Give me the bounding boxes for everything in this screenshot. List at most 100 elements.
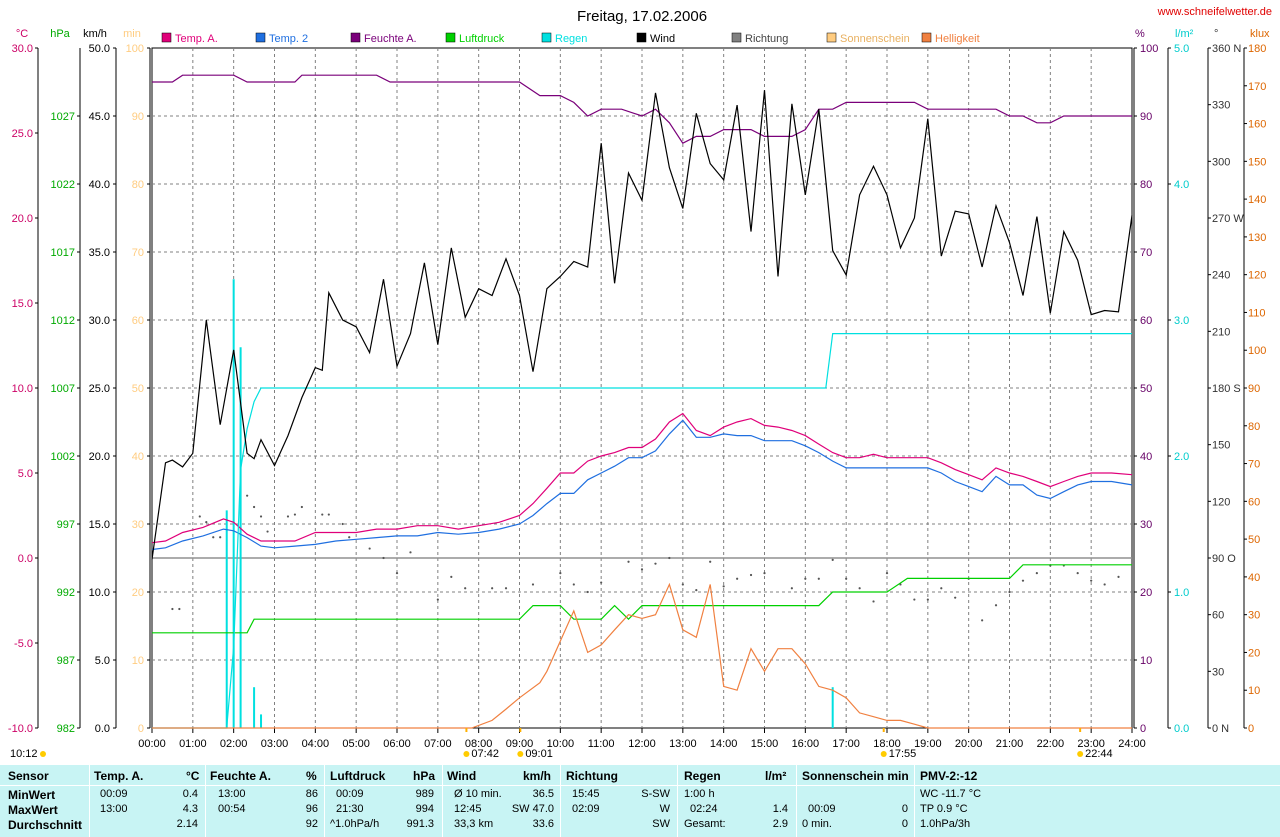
- x-tick-label: 05:00: [342, 738, 370, 750]
- weather-chart: Freitag, 17.02.2006 www.schneifelwetter.…: [8, 6, 1272, 760]
- pressure-tick-label: 1012: [51, 315, 75, 327]
- temp-tick-label: -5.0: [14, 638, 33, 650]
- pressure-unit: hPa: [413, 769, 436, 783]
- humidity-tick-label: 50: [1140, 383, 1152, 395]
- direction-tick-label: 270 W: [1212, 213, 1244, 225]
- x-tick-label: 24:00: [1118, 738, 1146, 750]
- pressure-tick-label: 1007: [51, 383, 75, 395]
- legend-swatch: [541, 32, 552, 43]
- brightness-axis-unit: klux: [1250, 28, 1270, 40]
- sunshine-axis-unit: min: [123, 28, 141, 40]
- sunshine-tick-label: 90: [132, 111, 144, 123]
- humidity-tick-label: 60: [1140, 315, 1152, 327]
- direction-point: [981, 619, 984, 622]
- pmv-title: PMV-2:-12: [920, 769, 978, 783]
- humidity-tick-label: 40: [1140, 451, 1152, 463]
- x-tick-label: 19:00: [914, 738, 942, 750]
- direction-point: [722, 585, 725, 588]
- pmv-dewpoint: TP 0.9 °C: [920, 803, 968, 815]
- legend-swatch: [255, 32, 266, 43]
- direction-point: [252, 505, 256, 509]
- header-divider: [0, 785, 1280, 786]
- site-url[interactable]: www.schneifelwetter.de: [1157, 6, 1272, 18]
- direction-point: [450, 575, 453, 578]
- direction-point: [286, 515, 290, 518]
- rain-tick-label: 2.0: [1174, 451, 1189, 463]
- pmv-pressure-trend: 1.0hPa/3h: [920, 818, 971, 830]
- humidity-max-value: 96: [305, 803, 318, 815]
- x-tick-label: 17:00: [832, 738, 860, 750]
- direction-title: Richtung: [566, 769, 618, 783]
- rain-unit: l/m²: [765, 769, 787, 783]
- direction-point: [464, 587, 467, 590]
- direction-point: [885, 572, 889, 575]
- direction-point: [831, 558, 834, 561]
- x-tick-label: 22:00: [1037, 738, 1065, 750]
- direction-point: [321, 513, 324, 516]
- direction-tick-label: 330: [1212, 100, 1230, 112]
- legend-label: Wind: [650, 33, 675, 45]
- x-tick-label: 20:00: [955, 738, 983, 750]
- moon-time: 22:44: [1085, 748, 1113, 760]
- row-label-sensor: Sensor: [8, 769, 49, 783]
- direction-axis-unit: °: [1214, 28, 1218, 40]
- temp-tick-label: 5.0: [18, 468, 33, 480]
- column-divider: [677, 765, 678, 837]
- direction-r2-time: 02:09: [572, 803, 600, 815]
- humidity-tick-label: 80: [1140, 179, 1152, 191]
- x-tick-label: 08:00: [465, 738, 493, 750]
- direction-point: [178, 607, 181, 611]
- humidity-title: Feuchte A.: [210, 769, 271, 783]
- sunshine-tick-label: 10: [132, 655, 144, 667]
- legend-swatch: [826, 32, 837, 43]
- wind-title: Wind: [447, 769, 477, 783]
- wind-unit: km/h: [523, 769, 552, 783]
- temp-tick-label: -10.0: [8, 723, 33, 735]
- direction-point: [804, 577, 807, 580]
- direction-r2-value: W: [659, 803, 670, 815]
- brightness-tick-label: 90: [1248, 383, 1260, 395]
- direction-tick-label: 90 O: [1212, 553, 1236, 565]
- x-tick-label: 11:00: [588, 738, 615, 750]
- direction-point: [436, 598, 439, 601]
- x-tick-label: 23:00: [1077, 738, 1105, 750]
- rain-total-label: Gesamt:: [684, 818, 726, 830]
- rain-title: Regen: [684, 769, 721, 783]
- wind-tick-label: 10.0: [89, 587, 110, 599]
- temp-a-max-time: 13:00: [100, 803, 128, 815]
- wind-tick-label: 35.0: [89, 247, 110, 259]
- legend-label: Temp. A.: [175, 33, 218, 45]
- legend-label: Temp. 2: [269, 33, 308, 45]
- humidity-min-time: 13:00: [218, 788, 246, 800]
- temp-tick-label: 25.0: [12, 128, 33, 140]
- pressure-tick-label: 1017: [51, 247, 75, 259]
- direction-tick-label: 0 N: [1212, 723, 1229, 735]
- direction-tick-label: 60: [1212, 610, 1224, 622]
- wind-tick-label: 30.0: [89, 315, 110, 327]
- direction-point: [994, 604, 998, 607]
- sunshine-tick-label: 20: [132, 587, 144, 599]
- direction-point: [491, 587, 494, 590]
- direction-point: [205, 521, 208, 524]
- x-tick-label: 14:00: [710, 738, 738, 750]
- humidity-tick-label: 70: [1140, 247, 1152, 259]
- rain-tick-label: 0.0: [1174, 723, 1189, 735]
- pressure-tick-label: 1027: [51, 111, 75, 123]
- x-tick-label: 02:00: [220, 738, 248, 750]
- pmv-windchill: WC -11.7 °C: [920, 788, 982, 800]
- brightness-tick-label: 120: [1248, 270, 1266, 282]
- x-tick-label: 13:00: [669, 738, 697, 750]
- x-tick-label: 06:00: [383, 738, 411, 750]
- x-tick-label: 18:00: [873, 738, 901, 750]
- x-tick-label: 16:00: [792, 738, 820, 750]
- pressure-tick-label: 992: [57, 587, 75, 599]
- direction-point: [382, 556, 385, 560]
- direction-tick-label: 360 N: [1212, 43, 1241, 55]
- series-line-temp-a-: [151, 412, 1133, 544]
- direction-point: [681, 583, 684, 586]
- sunset-time: 17:55: [889, 748, 917, 760]
- humidity-axis-unit: %: [1135, 28, 1145, 40]
- pressure-tick-label: 997: [57, 519, 75, 531]
- legend-label: Helligkeit: [935, 33, 980, 45]
- direction-point: [749, 573, 753, 577]
